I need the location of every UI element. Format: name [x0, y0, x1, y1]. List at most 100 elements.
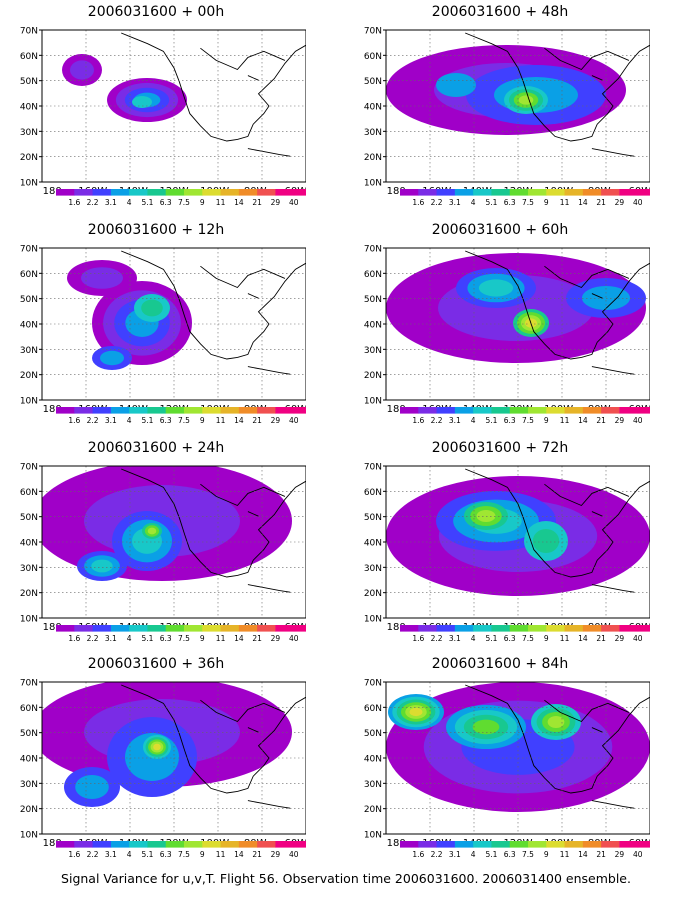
colorbar-swatch [275, 407, 295, 414]
map-panel: 2006031600 + 84h 70N 60N 50N 40N 30N 20N 10N 180… [350, 656, 650, 866]
colorbar-label: 5.1 [485, 198, 497, 207]
latitude-label: 20N [364, 805, 382, 815]
gridlines [42, 466, 306, 618]
latitude-label: 60N [364, 704, 382, 714]
colorbar-swatch [509, 407, 529, 414]
longitude-label: 180 [43, 838, 62, 849]
colorbar-swatch [202, 625, 222, 632]
latitude-label: 10N [20, 397, 38, 407]
colorbar-label: 3.1 [449, 850, 461, 859]
colorbar-swatch [293, 407, 306, 414]
colorbar-swatch [110, 189, 130, 196]
caribbean-islands [247, 800, 291, 809]
latitude-label: 70N [20, 679, 38, 689]
colorbar-label: 11 [560, 850, 570, 859]
panel-title: 2006031600 + 12h [87, 222, 225, 238]
colorbar-label: 29 [615, 416, 625, 425]
latitude-label: 10N [20, 831, 38, 841]
colorbar-swatch [509, 841, 529, 848]
latitude-label: 70N [364, 27, 382, 37]
map-panel: 2006031600 + 48h 70N 60N 50N 40N 30N 20N 10N 180… [350, 4, 650, 214]
colorbar-label: 4 [471, 416, 476, 425]
colorbar-label: 6.3 [504, 850, 516, 859]
colorbar-swatch [601, 407, 620, 414]
latitude-label: 60N [364, 270, 382, 280]
contour-fill [532, 529, 560, 553]
colorbar-swatch [564, 407, 584, 414]
variance-contours [386, 682, 650, 812]
colorbar-label: 11 [216, 634, 226, 643]
colorbar-swatch [564, 841, 584, 848]
caribbean-islands [591, 800, 635, 809]
colorbar-label: 7.5 [178, 634, 190, 643]
colorbar-label: 21 [596, 850, 606, 859]
contour-fill [147, 527, 157, 535]
colorbar-label: 5.1 [141, 416, 153, 425]
colorbar-swatch [491, 407, 511, 414]
colorbar-label: 2.2 [87, 198, 99, 207]
panel-title: 2006031600 + 60h [431, 222, 569, 238]
colorbar-swatch [257, 841, 276, 848]
colorbar-swatch [528, 407, 547, 414]
colorbar-label: 29 [271, 634, 281, 643]
colorbar-label: 9 [200, 416, 205, 425]
great-lakes [591, 75, 603, 81]
colorbar-label: 21 [596, 416, 606, 425]
longitude-label: 180 [43, 622, 62, 633]
colorbar-swatch [491, 841, 511, 848]
contour-fill [547, 716, 565, 728]
colorbar-swatch [546, 407, 566, 414]
latitude-label: 50N [364, 77, 382, 87]
colorbar-swatch [582, 841, 602, 848]
colorbar-label: 7.5 [178, 198, 190, 207]
colorbar-label: 40 [289, 198, 299, 207]
colorbar-swatch [601, 841, 620, 848]
contour-fill [141, 299, 163, 317]
colorbar-label: 1.6 [412, 850, 424, 859]
colorbar-swatch [436, 189, 456, 196]
variance-contours [386, 468, 650, 596]
colorbar-label: 11 [560, 198, 570, 207]
colorbar-label: 9 [544, 416, 549, 425]
colorbar: 1.6 2.2 3.1 4 5.1 6.3 7.5 9 11 14 21 29 40 [400, 625, 650, 643]
colorbar-swatch [165, 407, 185, 414]
colorbar-label: 9 [200, 634, 205, 643]
latitude-label: 10N [364, 615, 382, 625]
latitude-label: 60N [364, 488, 382, 498]
gridlines [42, 30, 306, 182]
map-panel: 2006031600 + 36h 70N 60N 50N 40N 30N 20N 10N 180… [6, 656, 306, 866]
colorbar-label: 14 [578, 634, 588, 643]
colorbar-swatch [74, 625, 94, 632]
latitude-label: 70N [364, 463, 382, 473]
latitude-label: 70N [20, 27, 38, 37]
colorbar-label: 5.1 [141, 850, 153, 859]
contour-fill [582, 286, 630, 310]
colorbar-swatch [202, 189, 222, 196]
colorbar-swatch [619, 625, 639, 632]
latitude-label: 10N [364, 397, 382, 407]
colorbar-label: 4 [127, 850, 132, 859]
panel-title: 2006031600 + 24h [87, 440, 225, 456]
colorbar-label: 5.1 [141, 198, 153, 207]
map-panel: 2006031600 + 24h 70N 60N 50N 40N 30N 20N 10N 180… [6, 440, 306, 650]
latitude-label: 30N [364, 564, 382, 574]
colorbar-swatch [184, 841, 203, 848]
colorbar-label: 3.1 [105, 634, 117, 643]
colorbar-swatch [637, 407, 650, 414]
colorbar-label: 40 [633, 850, 643, 859]
colorbar-label: 6.3 [504, 198, 516, 207]
colorbar-swatch [454, 407, 474, 414]
gridlines [386, 248, 650, 400]
colorbar-label: 2.2 [431, 850, 443, 859]
colorbar-swatch [546, 625, 566, 632]
variance-map: 70N60N50N40N30N20N10N180160W140W120W100W… [20, 245, 306, 425]
colorbar-label: 1.6 [68, 416, 80, 425]
colorbar-label: 1.6 [412, 634, 424, 643]
colorbar: 1.6 2.2 3.1 4 5.1 6.3 7.5 9 11 14 21 29 40 [56, 625, 306, 643]
colorbar-label: 5.1 [485, 850, 497, 859]
colorbar-swatch [436, 625, 456, 632]
panel-title: 2006031600 + 48h [431, 4, 569, 20]
colorbar-swatch [220, 189, 240, 196]
colorbar-swatch [275, 841, 295, 848]
latitude-label: 40N [364, 539, 382, 549]
